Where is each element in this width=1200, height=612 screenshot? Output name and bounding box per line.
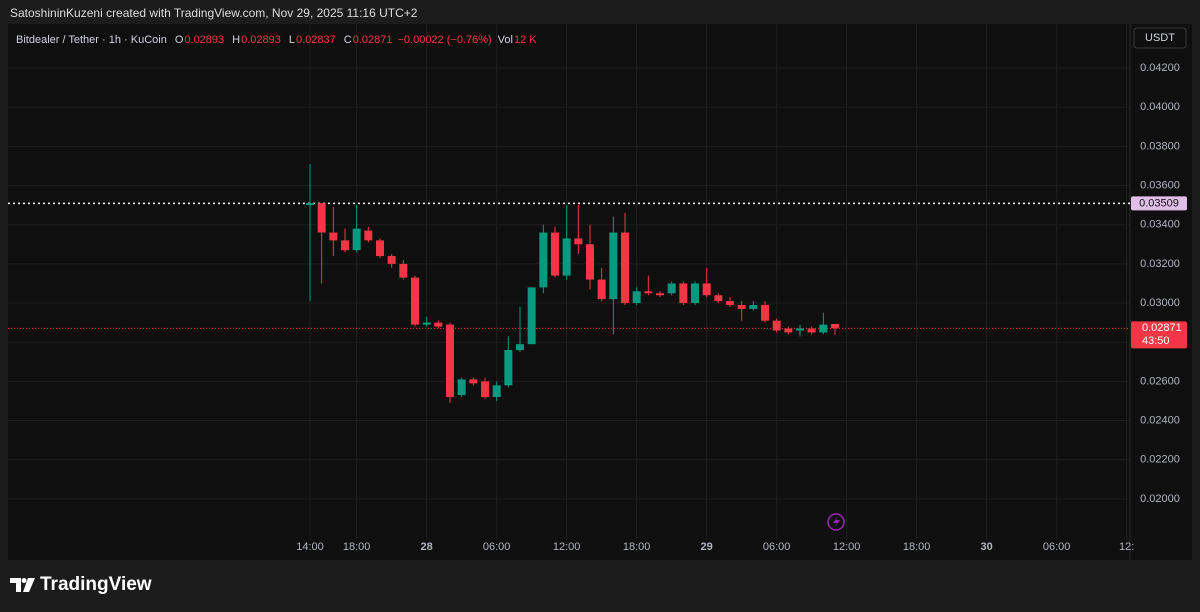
candle-body <box>562 238 571 276</box>
candle-body <box>469 379 478 384</box>
legend-value: 0.02893 <box>184 34 224 46</box>
icon-bolt[interactable] <box>833 516 840 528</box>
x-tick-label: 12:00 <box>553 541 581 553</box>
candle-body <box>446 324 454 398</box>
candle-body <box>399 263 408 278</box>
y-tick-label: 0.02600 <box>1140 375 1180 387</box>
candle-body <box>387 256 396 264</box>
x-tick-label: 28 <box>421 541 433 553</box>
candle-body <box>772 320 781 331</box>
candle-body <box>656 293 664 296</box>
y-tick-label: 0.03200 <box>1140 258 1180 270</box>
legend-label: L <box>289 34 295 46</box>
candle-body <box>761 305 769 321</box>
legend-symbol: Bitdealer / Tether · 1h · KuCoin <box>16 34 167 46</box>
y-tick-label: 0.02000 <box>1140 493 1180 505</box>
y-tick-label: 0.03800 <box>1140 140 1180 152</box>
candle-body <box>352 228 361 251</box>
currency-box[interactable] <box>1133 27 1187 49</box>
candle-body <box>341 240 349 251</box>
legend-volume-label: Vol <box>498 34 513 46</box>
reference-tag-label: 0.03509 <box>1139 197 1179 209</box>
y-tick-label: 0.02400 <box>1140 414 1180 426</box>
y-tick-label: 0.04000 <box>1140 101 1180 113</box>
lightning-icon[interactable] <box>827 513 845 531</box>
x-tick-label: 30 <box>981 541 993 553</box>
candle-body <box>807 328 816 333</box>
candle-body <box>492 385 501 398</box>
candle-body <box>504 350 513 386</box>
y-tick-label: 0.04200 <box>1140 62 1180 74</box>
candle-body <box>434 322 443 327</box>
candle-body <box>317 203 326 233</box>
candle-body <box>329 232 338 241</box>
icon-circle[interactable] <box>827 513 845 531</box>
candle-body <box>364 230 373 241</box>
candle-body <box>457 379 466 396</box>
candle-body <box>667 283 676 294</box>
x-tick-label: 18:00 <box>623 541 651 553</box>
candle-body <box>796 328 804 331</box>
candle-body <box>702 283 711 296</box>
candle-body <box>539 232 548 288</box>
legend-value: 0.02871 <box>353 34 393 46</box>
candle-body <box>691 283 699 304</box>
legend: Bitdealer / Tether · 1h · KuCoin O0.02893… <box>16 34 537 46</box>
y-tick-label: 0.03400 <box>1140 219 1180 231</box>
y-tick-label: 0.02200 <box>1140 454 1180 466</box>
currency[interactable]: USDT <box>1145 32 1175 44</box>
candle-body <box>621 232 629 304</box>
candle-body <box>726 301 734 306</box>
x-tick-label: 06:00 <box>1043 541 1071 553</box>
candle-body <box>609 232 618 300</box>
legend-label: C <box>344 34 352 46</box>
candle-body <box>714 295 723 302</box>
legend-value: 0.02893 <box>241 34 281 46</box>
reference-tag <box>1131 196 1187 211</box>
logo-mark <box>10 578 35 592</box>
countdown: 43:50 <box>1142 335 1170 347</box>
x-tick-label: 06:00 <box>763 541 791 553</box>
last-price-tag <box>1131 321 1187 349</box>
candle-body <box>516 344 524 351</box>
candle-body <box>376 240 384 257</box>
candle-body <box>527 287 536 345</box>
x-tick-label: 12: <box>1119 541 1134 553</box>
candle-body <box>644 291 653 294</box>
x-tick-label: 18:00 <box>903 541 931 553</box>
y-tick-label: 0.03000 <box>1140 297 1180 309</box>
candle-body <box>831 324 839 329</box>
y-tick-label: 0.03600 <box>1140 179 1180 191</box>
candle-body <box>749 305 758 309</box>
candle-body <box>481 381 489 398</box>
candle-body <box>784 328 793 333</box>
legend-value: 0.02837 <box>296 34 336 46</box>
candle-body <box>306 203 314 206</box>
candle-body <box>551 232 559 276</box>
candle-body <box>411 277 419 325</box>
brand: TradingView <box>40 574 152 595</box>
last-price-label: 0.02871 <box>1142 322 1182 334</box>
legend-label: O <box>175 34 184 46</box>
candle-body <box>574 238 583 245</box>
candle-body <box>597 279 606 300</box>
x-tick-label: 18:00 <box>343 541 371 553</box>
x-tick-label: 12:00 <box>833 541 861 553</box>
legend-change: −0.00022 (−0.76%) <box>397 34 491 46</box>
legend-volume: 12 K <box>514 34 537 46</box>
x-tick-label: 14:00 <box>296 541 324 553</box>
candle-body <box>632 291 641 304</box>
candle-body <box>586 244 594 280</box>
header-text: SatoshininKuzeni created with TradingVie… <box>10 6 418 20</box>
candle-body <box>737 305 746 309</box>
logo: TradingView <box>10 574 152 595</box>
candle-body <box>679 283 688 304</box>
x-tick-label: 06:00 <box>483 541 511 553</box>
candle-body <box>422 322 431 325</box>
candle-body <box>819 324 828 333</box>
legend-label: H <box>232 34 240 46</box>
x-tick-label: 29 <box>701 541 713 553</box>
